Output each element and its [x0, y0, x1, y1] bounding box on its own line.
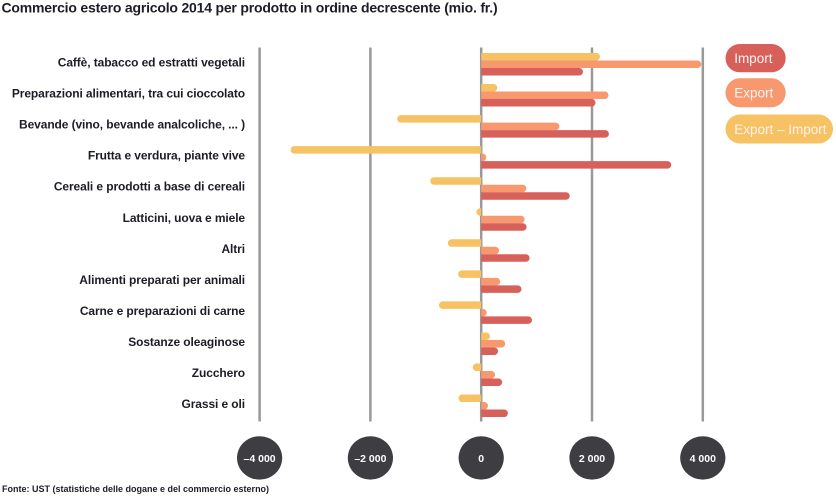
svg-text:Fonte: UST (statistiche delle: Fonte: UST (statistiche delle dogane e d… [2, 484, 269, 494]
svg-text:0: 0 [478, 453, 484, 465]
svg-text:Carne e preparazioni di carne: Carne e preparazioni di carne [80, 304, 246, 318]
svg-text:Import: Import [734, 51, 773, 66]
svg-text:Export – Import: Export – Import [734, 122, 827, 137]
svg-text:–2 000: –2 000 [354, 453, 386, 465]
svg-text:Sostanze oleaginose: Sostanze oleaginose [128, 335, 245, 349]
svg-text:Preparazioni alimentari, tra c: Preparazioni alimentari, tra cui cioccol… [12, 87, 245, 101]
svg-text:Zucchero: Zucchero [192, 366, 245, 380]
svg-text:Latticini, uova e miele: Latticini, uova e miele [123, 211, 246, 225]
svg-text:Frutta e verdura, piante vive: Frutta e verdura, piante vive [88, 149, 246, 163]
svg-text:Export: Export [734, 86, 773, 101]
svg-text:Caffè, tabacco ed estratti veg: Caffè, tabacco ed estratti vegetali [58, 56, 245, 70]
svg-text:Cereali e prodotti a base di c: Cereali e prodotti a base di cereali [54, 180, 245, 194]
svg-text:Altri: Altri [221, 242, 245, 256]
svg-text:Grassi e oli: Grassi e oli [182, 397, 246, 411]
svg-text:4 000: 4 000 [690, 453, 716, 465]
svg-text:Alimenti preparati per animali: Alimenti preparati per animali [79, 273, 245, 287]
svg-text:–4 000: –4 000 [244, 453, 276, 465]
svg-text:2 000: 2 000 [579, 453, 605, 465]
svg-text:Bevande (vino, bevande analcol: Bevande (vino, bevande analcoliche, ... … [19, 118, 245, 132]
svg-text:Commercio estero agricolo 2014: Commercio estero agricolo 2014 per prodo… [2, 0, 498, 16]
